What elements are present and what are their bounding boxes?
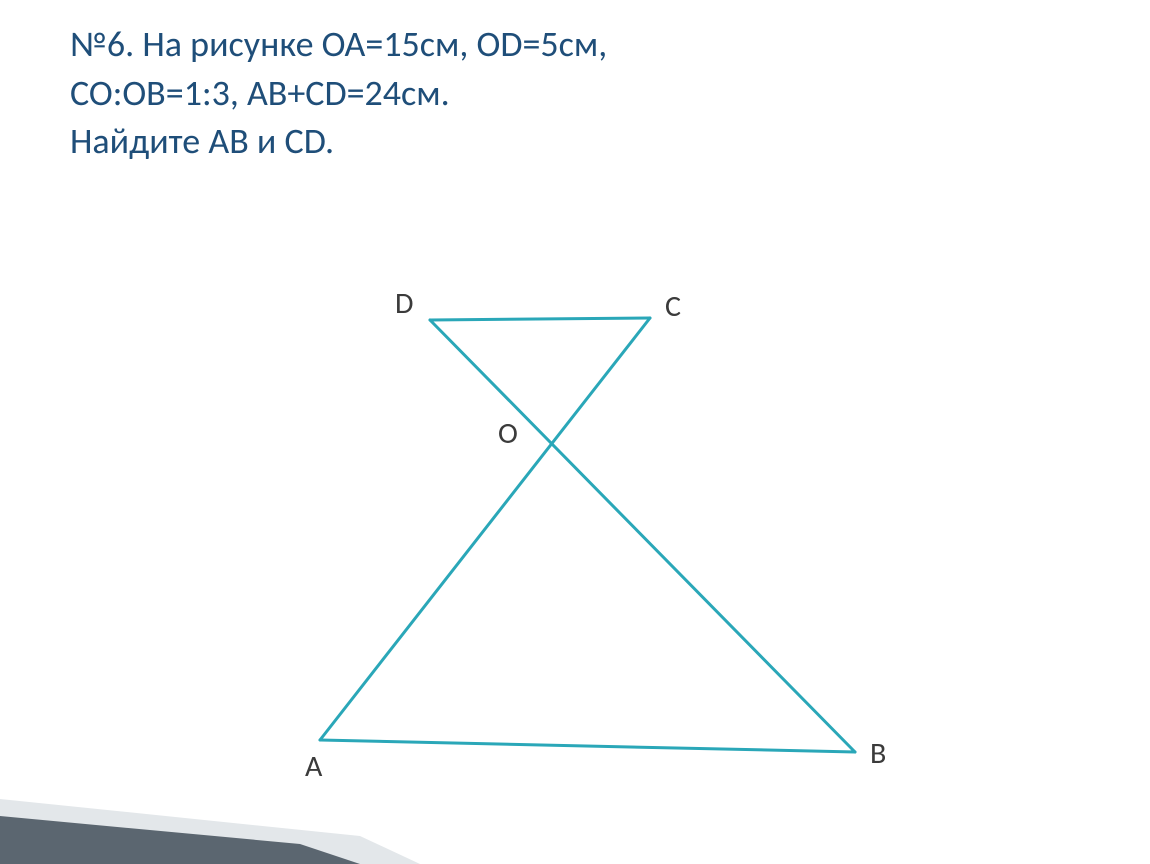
vertex-label-C: C — [665, 288, 681, 325]
diagram-svg — [0, 0, 1150, 864]
vertex-label-O: O — [498, 415, 518, 452]
vertex-label-B: B — [870, 735, 886, 772]
vertex-label-A: A — [305, 748, 322, 785]
vertex-label-D: D — [395, 285, 413, 322]
geometry-diagram: D C O A B — [0, 0, 1150, 864]
